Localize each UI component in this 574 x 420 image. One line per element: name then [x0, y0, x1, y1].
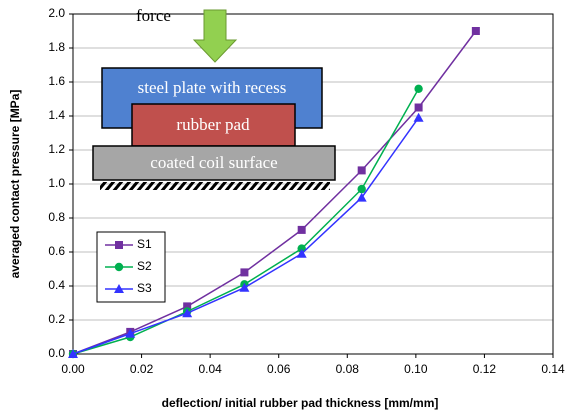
legend-marker	[115, 241, 123, 249]
y-tick-label: 0.6	[48, 244, 65, 258]
x-tick-label: 0.06	[267, 362, 291, 376]
marker	[413, 112, 424, 122]
y-tick-label: 1.8	[48, 40, 65, 54]
marker	[414, 103, 423, 112]
legend-label: S2	[137, 259, 152, 273]
marker	[357, 166, 366, 175]
x-tick-label: 0.14	[541, 362, 565, 376]
marker	[183, 302, 192, 311]
legend-marker	[114, 284, 124, 293]
marker	[357, 184, 366, 194]
inset-diagram: force steel plate with recess rubber pad…	[92, 6, 336, 190]
y-tick-label: 0.0	[48, 346, 65, 360]
y-tick-label: 1.2	[48, 142, 65, 156]
coil-surface	[92, 145, 336, 181]
marker	[182, 308, 193, 318]
hatch	[100, 182, 330, 190]
marker	[356, 192, 367, 202]
series-line	[72, 30, 477, 355]
y-tick-label: 2.0	[48, 6, 65, 20]
y-tick-label: 1.4	[48, 108, 65, 122]
y-tick-label: 1.0	[48, 176, 65, 190]
y-tick-label: 1.6	[48, 74, 65, 88]
marker	[296, 248, 307, 258]
annotation: force	[136, 6, 171, 25]
legend-marker	[114, 262, 124, 272]
annotation: rubber pad	[176, 115, 250, 134]
x-axis-title: deflection/ initial rubber pad thickness…	[162, 396, 439, 410]
x-tick-label: 0.02	[130, 362, 154, 376]
x-tick-label: 0.10	[404, 362, 428, 376]
force-arrow	[192, 9, 238, 63]
y-axis-title: averaged contact pressure [MPa]	[8, 90, 22, 279]
legend-label: S3	[137, 281, 152, 295]
marker	[297, 225, 306, 234]
legend: S1 S2 S3	[96, 231, 166, 303]
annotation: steel plate with recess	[138, 78, 287, 97]
plot-border	[72, 13, 554, 355]
legend-label: S1	[137, 237, 152, 251]
marker	[297, 244, 306, 253]
marker	[239, 282, 250, 292]
marker	[240, 268, 249, 277]
x-tick-label: 0.08	[336, 362, 360, 376]
y-tick-label: 0.2	[48, 312, 65, 326]
marker	[414, 84, 423, 94]
annotation: coated coil surface	[150, 153, 277, 172]
rubber-pad	[131, 103, 296, 147]
y-tick-label: 0.8	[48, 210, 65, 224]
x-tick-label: 0.00	[61, 362, 85, 376]
y-tick-label: 0.4	[48, 278, 65, 292]
marker	[68, 349, 78, 358]
x-tick-label: 0.12	[473, 362, 497, 376]
x-tick-label: 0.04	[198, 362, 222, 376]
marker	[471, 27, 480, 35]
marker	[125, 328, 136, 338]
